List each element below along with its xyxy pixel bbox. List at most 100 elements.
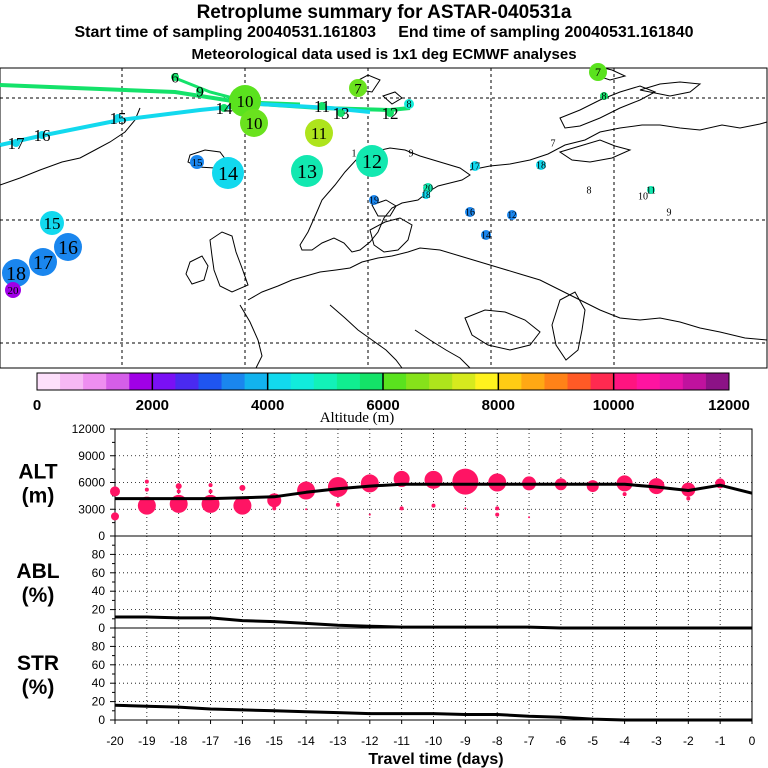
colorbar-swatch [106, 373, 130, 390]
colorbar-swatch [37, 373, 61, 390]
x-tick-label: 0 [749, 734, 756, 748]
marker-dot [465, 207, 475, 217]
x-tick-label: -12 [361, 734, 379, 748]
marker-label: 17 [470, 162, 480, 173]
marker-dot [12, 139, 20, 147]
altitude-bubble [297, 481, 316, 500]
trajectory-marker: 16 [34, 126, 51, 145]
marker-label: 12 [362, 151, 382, 173]
y-tick-label: 80 [92, 547, 106, 561]
marker-dot [318, 102, 326, 110]
colorbar-swatch [452, 373, 476, 390]
trajectory-marker: 10 [229, 85, 261, 117]
colorbar-swatch [498, 373, 522, 390]
colorbar-swatch [682, 373, 707, 390]
x-tick-label: -9 [460, 734, 471, 748]
x-tick-label: -8 [492, 734, 503, 748]
colorbar-swatch [406, 373, 430, 390]
marker-dot [40, 211, 64, 235]
colorbar-swatch [383, 373, 407, 390]
altitude-bubble [424, 470, 443, 489]
colorbar-swatch [267, 373, 292, 390]
trajectory-marker: 16 [465, 207, 475, 219]
trajectory-marker: 11 [646, 186, 656, 197]
colorbar-swatch [198, 373, 223, 390]
colorbar-swatch [83, 373, 107, 390]
kola-coast [558, 139, 632, 163]
trajectory-marker: 10 [638, 192, 648, 203]
marker-dot [337, 109, 345, 117]
colorbar-tick-label: 8000 [482, 397, 515, 414]
marker-label: 13 [297, 161, 317, 183]
marker-label: 8 [407, 100, 412, 111]
marker-label: 16 [58, 237, 78, 259]
arctic-coast [469, 121, 768, 171]
series-line [115, 482, 753, 501]
y-tick-label: 40 [92, 584, 106, 598]
trajectory-marker: 9 [667, 208, 672, 219]
x-tick-label: -16 [234, 734, 252, 748]
scandinavia-coast [299, 147, 471, 253]
y-tick-label: 40 [92, 676, 106, 690]
trajectory-marker: 12 [356, 145, 388, 177]
trajectory-marker: 6 [171, 70, 179, 86]
marker-dot [190, 155, 204, 169]
y-tick-label: 20 [92, 695, 106, 709]
italy-coast [329, 304, 403, 369]
great-britain [209, 231, 249, 293]
colorbar-tick-label: 10000 [593, 397, 635, 414]
marker-label: 16 [465, 208, 475, 219]
marker-label: 11 [646, 186, 656, 197]
trajectory-marker: 7 [589, 63, 607, 81]
altitude-bubble [528, 516, 531, 519]
france-coast [239, 304, 263, 369]
trajectory-marker: 15 [110, 109, 127, 128]
panel-alt: 0 3000 6000 9000 12000 ALT(m) [18, 422, 753, 543]
colorbar-swatch [567, 373, 592, 390]
greenland-coast [0, 107, 141, 186]
trajectory-marker: 13 [291, 155, 323, 187]
trajectory-marker: 19 [369, 195, 379, 207]
marker-dot [589, 63, 607, 81]
x-tick-label: -5 [587, 734, 598, 748]
trajectory-marker: 14 [212, 157, 244, 189]
marker-dot [171, 73, 179, 81]
marker-label: 6 [171, 70, 179, 86]
x-tick-label: -2 [683, 734, 694, 748]
marker-label: 15 [110, 109, 127, 128]
marker-label: 7 [551, 139, 556, 150]
marker-dot [291, 155, 323, 187]
x-tick-label: -10 [425, 734, 443, 748]
marker-dot [54, 233, 82, 261]
marker-label: 20 [423, 184, 433, 195]
marker-dot [481, 230, 491, 240]
panel-frame [114, 535, 753, 629]
altitude-bubble [176, 489, 181, 494]
trajectory-marker: 8 [587, 186, 592, 197]
altitude-bubble [110, 486, 120, 497]
trajectory-marker: 11 [305, 119, 333, 147]
x-tick-label: -4 [619, 734, 630, 748]
colorbar-swatch [244, 373, 269, 390]
colorbar-swatch [313, 373, 338, 390]
colorbar-swatch [221, 373, 246, 390]
altitude-bubble [360, 474, 379, 493]
end-time-label: End time of sampling 20040531.161840 [398, 24, 694, 41]
marker-label: 11 [311, 124, 327, 143]
y-tick-label: 6000 [78, 476, 105, 490]
x-tick-label: -3 [651, 734, 662, 748]
colorbar-swatch [705, 373, 730, 390]
trajectory-marker: 12 [507, 210, 517, 220]
marker-label: 14 [216, 99, 234, 118]
y-tick-label: 60 [92, 566, 106, 580]
x-tick-label: -18 [170, 734, 188, 748]
colorbar-swatch [60, 373, 84, 390]
colorbar: 0 2000 4000 6000 8000 10000 12000 Altitude (m) [33, 372, 750, 426]
marker-label: 9 [667, 208, 672, 219]
marker-label: 9 [409, 149, 414, 160]
altitude-bubble [137, 496, 156, 515]
x-tick-label: -19 [138, 734, 156, 748]
trajectory-marker: 9 [409, 149, 414, 160]
